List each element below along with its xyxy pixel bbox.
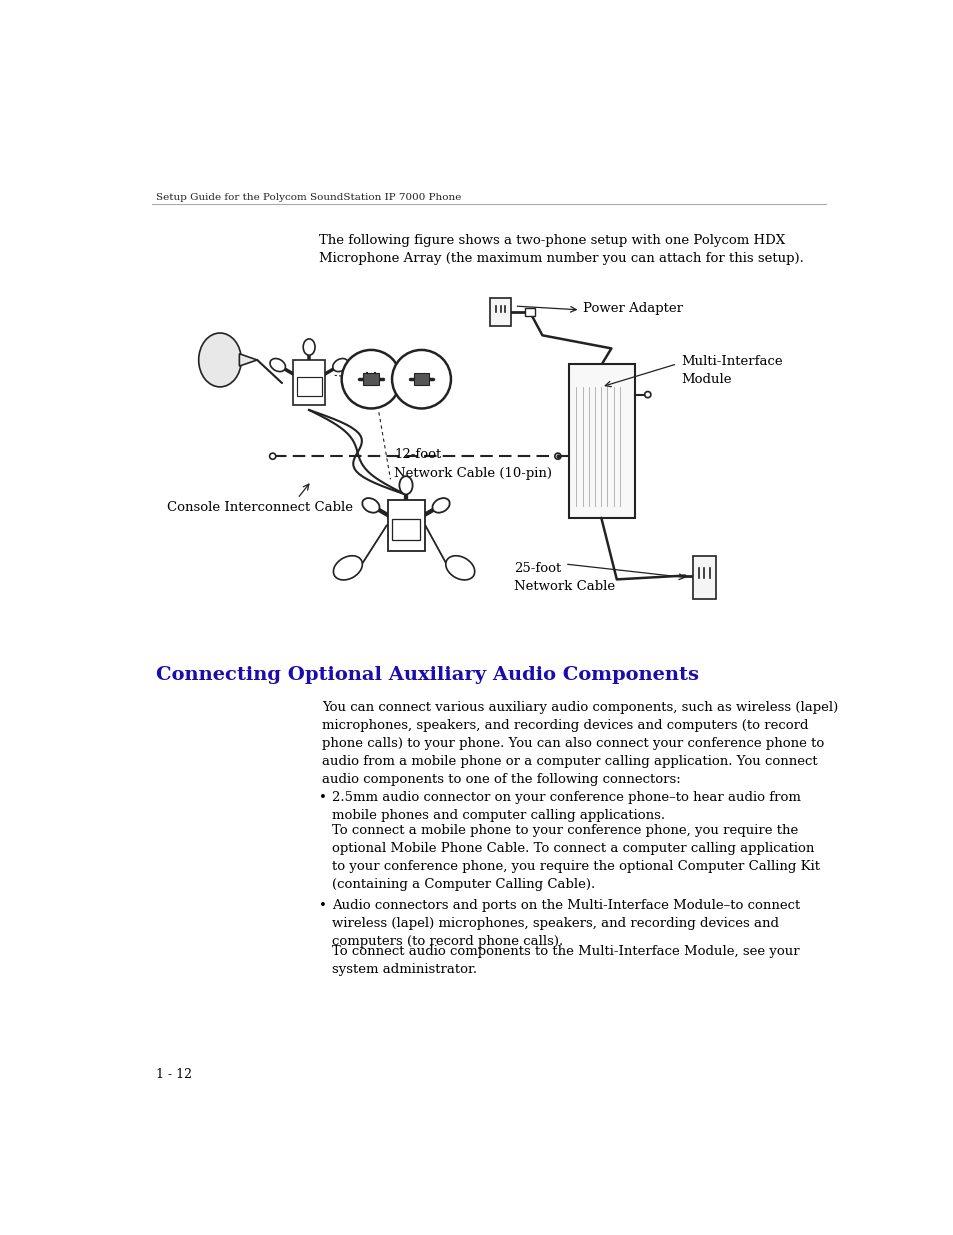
Ellipse shape bbox=[303, 338, 314, 356]
Ellipse shape bbox=[399, 477, 413, 494]
Bar bbox=[392, 519, 419, 540]
Text: To connect audio components to the Multi-Interface Module, see your
system admin: To connect audio components to the Multi… bbox=[332, 945, 800, 976]
Bar bbox=[296, 377, 321, 396]
Text: Setup Guide for the Polycom SoundStation IP 7000 Phone: Setup Guide for the Polycom SoundStation… bbox=[156, 193, 461, 201]
Circle shape bbox=[392, 350, 451, 409]
Bar bbox=[489, 299, 511, 326]
Text: •: • bbox=[319, 792, 327, 804]
Text: •: • bbox=[319, 899, 327, 911]
Ellipse shape bbox=[198, 333, 241, 387]
Text: Multi-Interface
Module: Multi-Interface Module bbox=[680, 354, 781, 385]
Ellipse shape bbox=[362, 498, 379, 513]
Bar bbox=[363, 373, 378, 385]
Bar bbox=[293, 359, 325, 405]
Text: 12-foot
Network Cable (10-pin): 12-foot Network Cable (10-pin) bbox=[394, 448, 552, 479]
Text: The following figure shows a two-phone setup with one Polycom HDX
Microphone Arr: The following figure shows a two-phone s… bbox=[319, 235, 803, 266]
Circle shape bbox=[270, 453, 275, 459]
Bar bbox=[568, 364, 634, 517]
Text: Console Interconnect Cable: Console Interconnect Cable bbox=[167, 501, 353, 514]
Bar bbox=[692, 556, 716, 599]
Ellipse shape bbox=[445, 556, 475, 580]
Bar bbox=[525, 309, 534, 316]
Text: Connecting Optional Auxiliary Audio Components: Connecting Optional Auxiliary Audio Comp… bbox=[156, 667, 699, 684]
Text: 2.5mm audio connector on your conference phone–to hear audio from
mobile phones : 2.5mm audio connector on your conference… bbox=[332, 792, 801, 823]
Bar bbox=[414, 373, 429, 385]
Circle shape bbox=[555, 453, 560, 459]
Text: 25-foot
Network Cable: 25-foot Network Cable bbox=[514, 562, 615, 594]
Circle shape bbox=[341, 350, 400, 409]
Text: Power Adapter: Power Adapter bbox=[582, 303, 682, 315]
Text: To connect a mobile phone to your conference phone, you require the
optional Mob: To connect a mobile phone to your confer… bbox=[332, 824, 820, 892]
Ellipse shape bbox=[270, 358, 285, 372]
Ellipse shape bbox=[333, 358, 348, 372]
Circle shape bbox=[644, 391, 650, 398]
Polygon shape bbox=[239, 353, 257, 366]
Bar bbox=[388, 500, 424, 551]
Text: Audio connectors and ports on the Multi-Interface Module–to connect
wireless (la: Audio connectors and ports on the Multi-… bbox=[332, 899, 800, 948]
Ellipse shape bbox=[333, 556, 362, 580]
Ellipse shape bbox=[432, 498, 449, 513]
Text: You can connect various auxiliary audio components, such as wireless (lapel)
mic: You can connect various auxiliary audio … bbox=[322, 701, 838, 785]
Text: 1 - 12: 1 - 12 bbox=[156, 1068, 193, 1082]
